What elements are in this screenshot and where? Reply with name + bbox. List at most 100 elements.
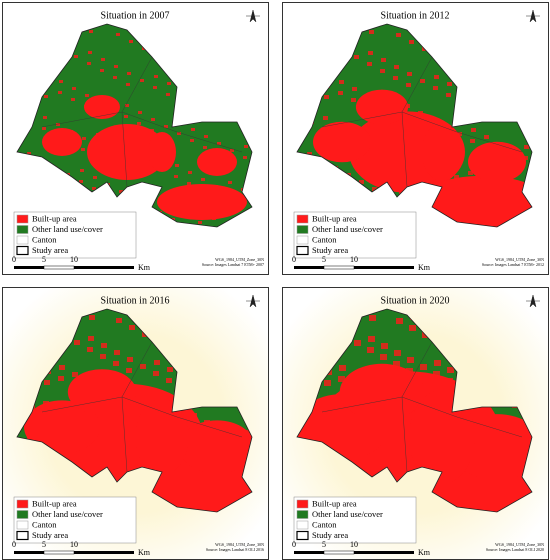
- built-up-patch: [468, 171, 473, 175]
- built-up-patch: [389, 140, 394, 144]
- built-up-patch: [361, 148, 366, 152]
- built-up-patch: [401, 158, 406, 162]
- built-up-patch: [339, 365, 346, 371]
- built-up-patch: [481, 463, 488, 469]
- built-up-patch: [127, 357, 133, 362]
- built-up-patch: [124, 115, 128, 118]
- built-up-patch: [188, 456, 194, 461]
- built-up-patch: [375, 144, 380, 148]
- built-up-patch: [119, 190, 123, 193]
- built-up-patch: [116, 33, 120, 36]
- legend-label: Built-up area: [312, 498, 357, 508]
- source-note: Source: Images Landsat 8 OLI 2020: [486, 547, 544, 552]
- built-up-patch: [439, 485, 446, 491]
- built-up-patch: [441, 453, 448, 459]
- built-up-patch: [455, 449, 462, 455]
- north-arrow: [526, 294, 540, 308]
- built-up-patch: [80, 169, 84, 172]
- built-up-patch: [161, 168, 165, 171]
- study-area-outline: [296, 308, 533, 513]
- built-up-patch: [338, 376, 345, 382]
- built-up-patch: [56, 123, 60, 126]
- built-up-patch: [391, 393, 398, 399]
- source-note: Source: Images Landsat 8 OLI 2016: [206, 547, 264, 552]
- built-up-patch: [217, 427, 223, 432]
- built-up-patch: [80, 454, 86, 459]
- built-up-patch: [414, 450, 421, 456]
- built-up-patch: [114, 350, 120, 355]
- legend-swatch: [16, 510, 29, 519]
- built-up-patch: [108, 151, 112, 154]
- built-up-patch: [240, 484, 246, 489]
- built-up-patch: [161, 453, 167, 458]
- built-up-patch: [394, 65, 399, 69]
- built-up-patch: [172, 207, 176, 210]
- built-up-patch: [409, 40, 414, 44]
- north-arrow: [246, 294, 260, 308]
- built-up-patch: [151, 118, 155, 121]
- scale-segment: [294, 551, 324, 554]
- built-up-zone: [355, 89, 409, 125]
- built-up-patch: [98, 386, 104, 391]
- built-up-patch: [134, 450, 140, 455]
- legend-swatch: [16, 245, 29, 256]
- built-up-patch: [159, 200, 163, 203]
- built-up-patch: [409, 325, 416, 331]
- built-up-patch: [478, 506, 485, 512]
- built-up-patch: [377, 112, 382, 116]
- built-up-patch: [349, 415, 356, 421]
- built-up-patch: [68, 426, 74, 431]
- built-up-patch: [348, 141, 353, 145]
- built-up-patch: [87, 347, 93, 352]
- built-up-patch: [430, 414, 437, 420]
- built-up-patch: [389, 425, 396, 431]
- built-up-zone: [468, 141, 526, 183]
- built-up-patch: [405, 389, 412, 395]
- scale-segment: [14, 266, 44, 269]
- scale-segment: [323, 550, 355, 555]
- built-up-patch: [148, 446, 154, 451]
- scale-label: 10: [350, 255, 358, 264]
- built-up-patch: [164, 125, 168, 128]
- built-up-patch: [85, 94, 89, 97]
- legend-label: Canton: [32, 519, 57, 529]
- built-up-patch: [380, 354, 387, 360]
- built-up-patch: [480, 189, 485, 193]
- built-up-patch: [457, 417, 464, 423]
- built-up-patch: [434, 360, 441, 366]
- built-up-patch: [359, 180, 364, 184]
- built-up-patch: [471, 413, 478, 419]
- built-up-patch: [138, 111, 142, 114]
- canton-boundary: [41, 111, 243, 153]
- built-up-patch: [199, 495, 205, 500]
- built-up-patch: [200, 189, 204, 192]
- legend-swatch: [296, 214, 309, 224]
- built-up-patch: [124, 400, 130, 405]
- built-up-patch: [109, 140, 113, 143]
- built-up-patch: [228, 466, 234, 471]
- built-up-patch: [508, 181, 513, 185]
- study-area-outline: [16, 308, 253, 513]
- built-up-patch: [324, 380, 331, 386]
- built-up-zone: [157, 184, 247, 220]
- built-up-patch: [380, 69, 385, 73]
- built-up-patch: [520, 199, 525, 203]
- built-up-patch: [368, 51, 373, 55]
- built-up-patch: [188, 171, 192, 174]
- built-up-patch: [388, 151, 393, 155]
- panel-title: Situation in 2012: [381, 10, 450, 21]
- built-up-patch: [79, 465, 85, 470]
- built-up-patch: [87, 62, 91, 65]
- built-up-patch: [126, 83, 130, 86]
- built-up-patch: [430, 129, 435, 133]
- built-up-patch: [360, 454, 367, 460]
- built-up-patch: [100, 354, 106, 359]
- built-up-patch: [455, 164, 460, 168]
- built-up-patch: [402, 432, 409, 438]
- built-up-patch: [150, 414, 156, 419]
- built-up-patch: [204, 420, 210, 425]
- built-up-patch: [101, 58, 105, 61]
- built-up-patch: [373, 461, 380, 467]
- legend-box: [293, 211, 417, 259]
